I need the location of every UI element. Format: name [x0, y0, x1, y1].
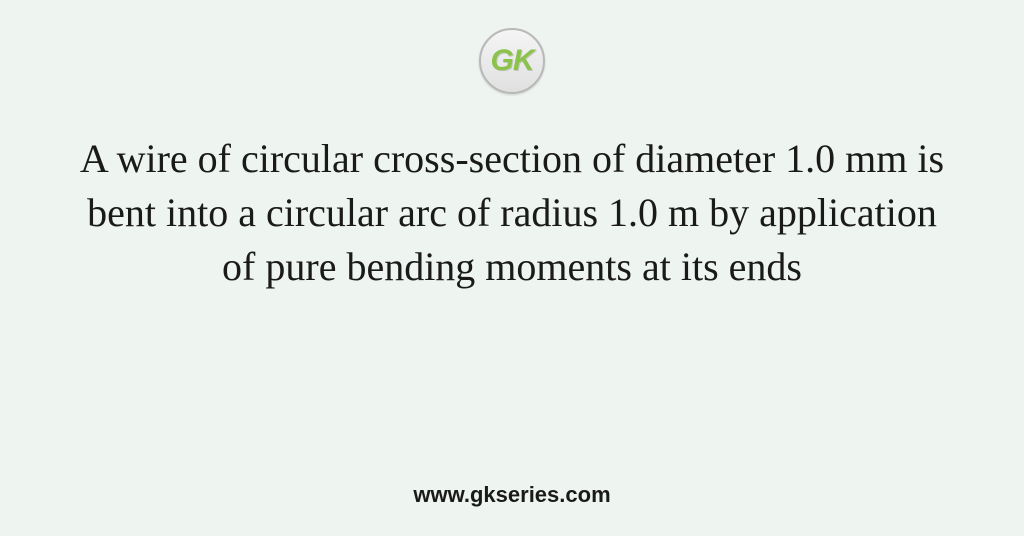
- footer-url: www.gkseries.com: [413, 482, 610, 508]
- question-text: A wire of circular cross-section of diam…: [72, 132, 952, 294]
- logo-badge: GK: [479, 28, 545, 94]
- logo-text: GK: [491, 44, 534, 78]
